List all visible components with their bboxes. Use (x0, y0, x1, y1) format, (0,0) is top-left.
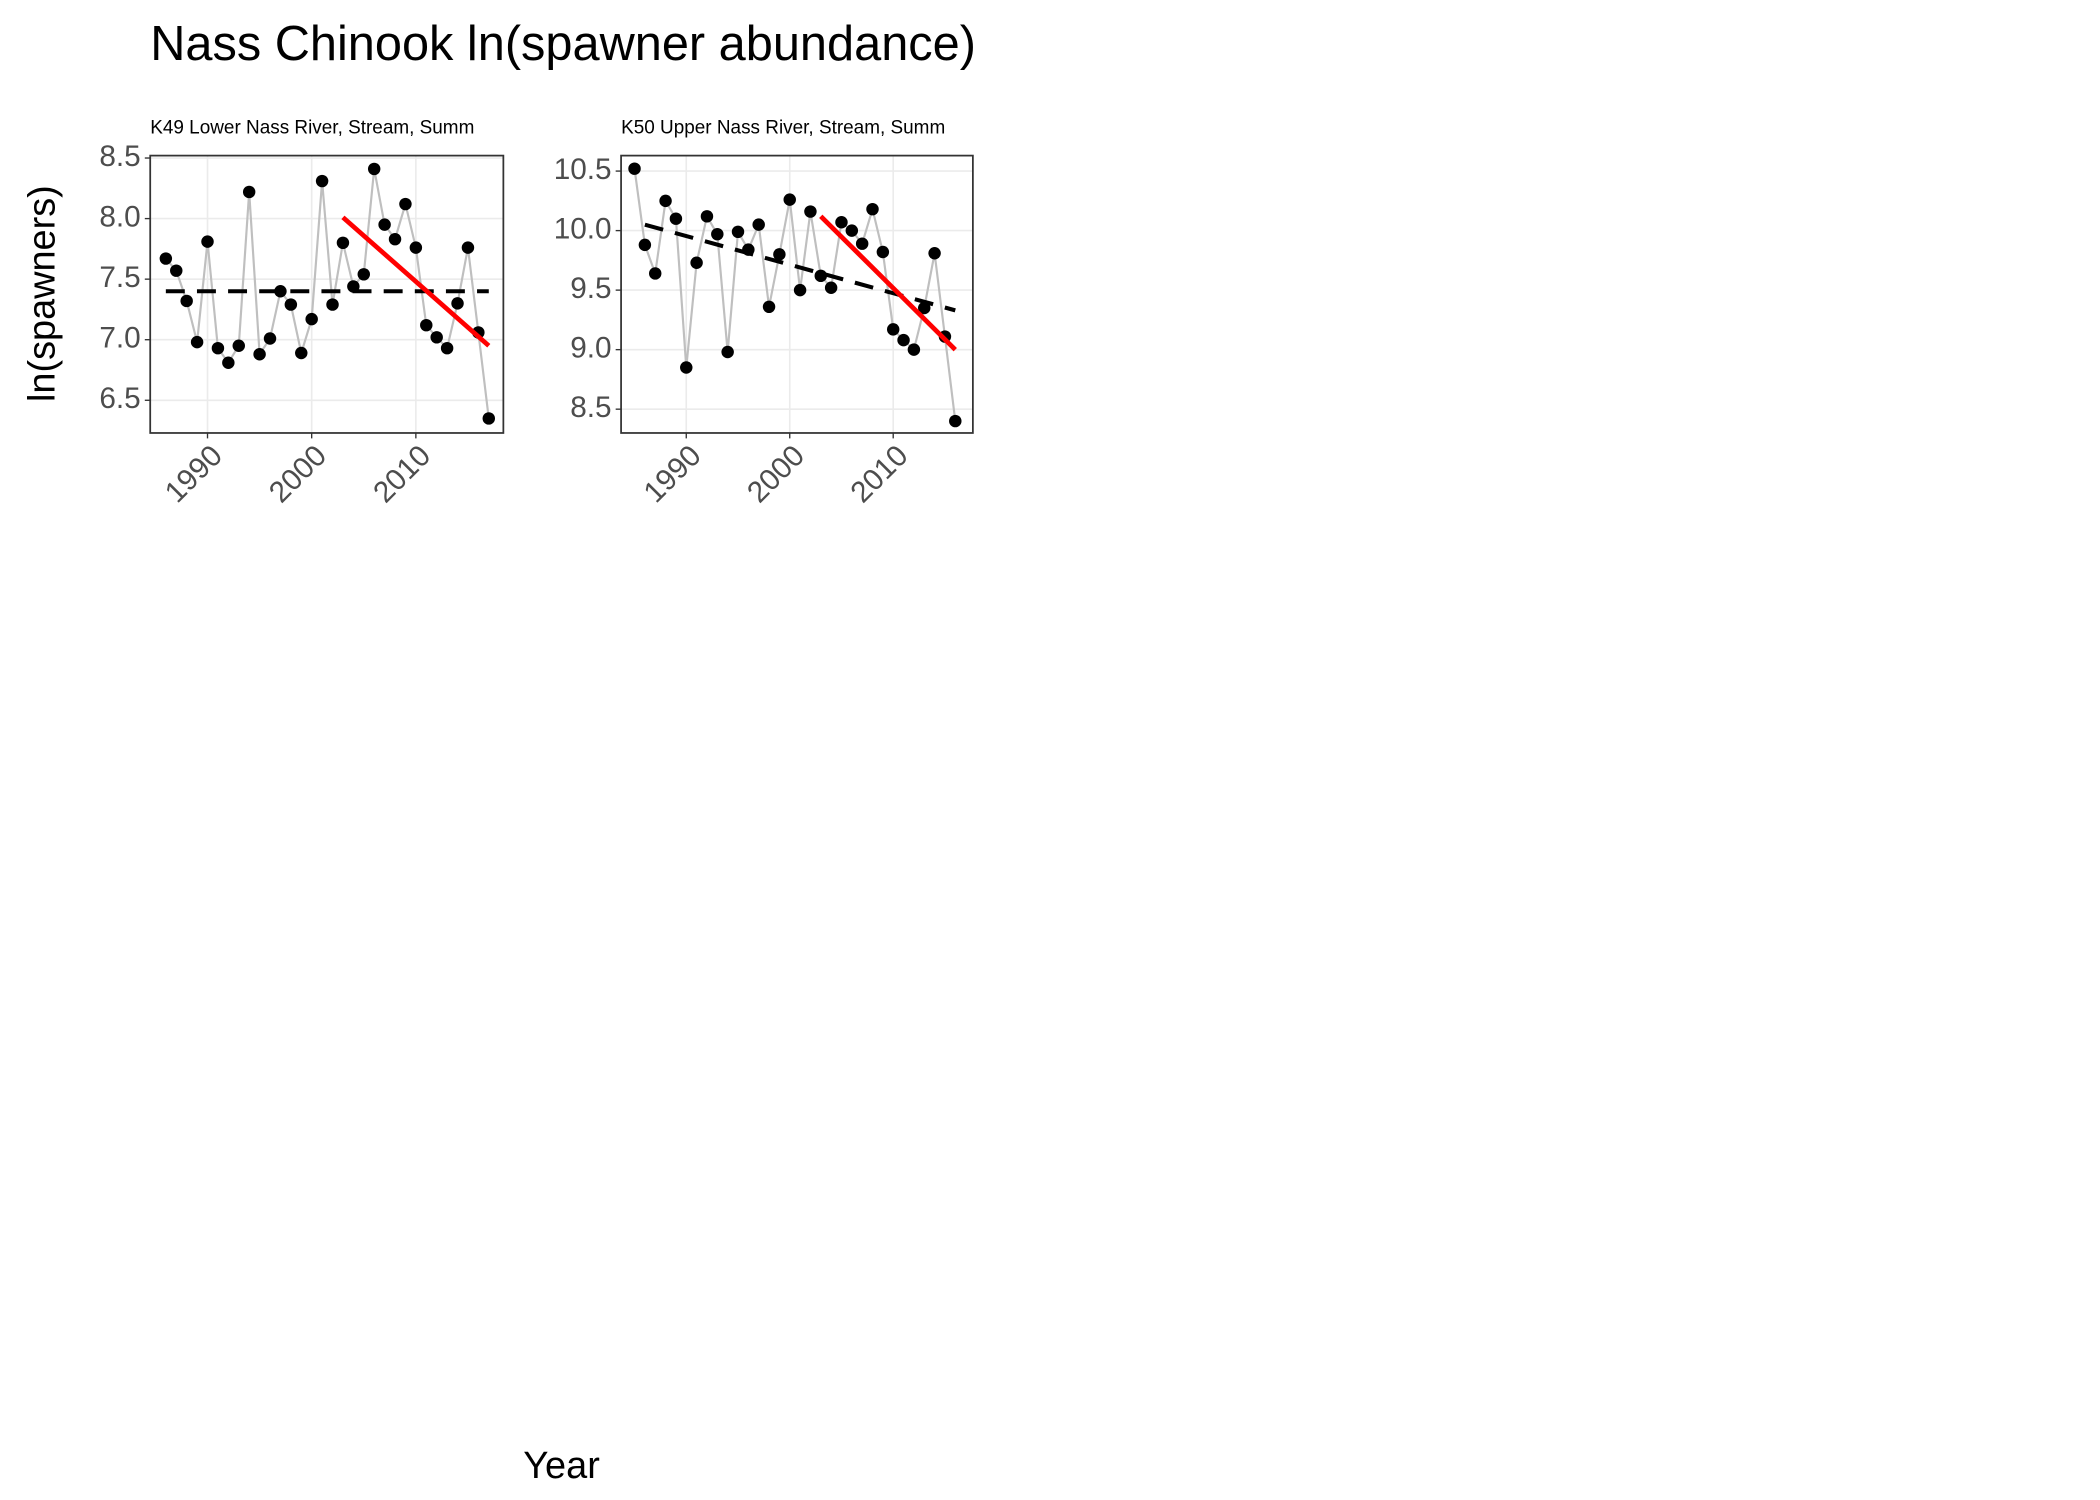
data-point (824, 281, 838, 294)
data-point (855, 237, 869, 250)
x-tick-label: 1990 (159, 439, 229, 509)
data-point (180, 294, 193, 308)
x-tick-label: 2010 (844, 439, 914, 509)
data-point (700, 210, 714, 223)
chart-title: Nass Chinook ln(spawner abundance) (150, 17, 976, 71)
data-point (461, 241, 475, 254)
data-point (793, 283, 807, 297)
x-tick-label: 1990 (637, 439, 707, 509)
y-tick-label: 8.5 (570, 391, 611, 424)
y-tick-label: 8.5 (99, 140, 140, 173)
data-point (211, 341, 225, 355)
panel-title: K50 Upper Nass River, Stream, Summ (621, 118, 945, 139)
data-point (897, 333, 910, 347)
data-point (305, 312, 318, 326)
data-point (378, 218, 391, 231)
data-point (222, 356, 235, 369)
y-tick-label: 10.5 (554, 153, 612, 186)
trend-line (341, 215, 491, 348)
y-tick-label: 9.5 (570, 272, 611, 305)
data-point (315, 174, 329, 188)
data-point (170, 264, 183, 277)
data-point (762, 300, 776, 314)
data-point (336, 236, 350, 250)
data-point (886, 323, 900, 336)
data-point (367, 162, 381, 176)
data-point (731, 225, 745, 239)
x-tick-label: 2000 (741, 439, 811, 509)
data-point (773, 248, 786, 261)
data-point (263, 332, 277, 345)
data-point (628, 162, 641, 175)
data-point (907, 343, 921, 356)
data-point (949, 414, 962, 428)
data-point (783, 193, 796, 206)
data-point (357, 268, 370, 281)
data-point (659, 194, 672, 208)
panel: K50 Upper Nass River, Stream, Summ 8.5 9.0… (554, 118, 974, 509)
data-point (804, 205, 817, 218)
data-point (440, 341, 454, 355)
data-point (845, 224, 859, 237)
data-point (711, 227, 724, 241)
data-point (430, 331, 443, 344)
data-point (814, 269, 828, 283)
y-tick-label: 9.0 (570, 332, 611, 365)
trend-line (819, 214, 957, 352)
data-point (159, 252, 173, 265)
data-point (752, 218, 765, 231)
data-point (866, 202, 879, 216)
data-point (669, 212, 683, 225)
plot-border (149, 154, 505, 434)
data-point (326, 298, 339, 311)
trend-line (644, 222, 956, 313)
data-point (918, 301, 931, 315)
data-point (721, 345, 734, 359)
plot-border (620, 154, 974, 434)
x-tick-label: 2010 (367, 439, 437, 509)
data-point (876, 245, 890, 259)
y-tick-label: 10.0 (554, 212, 612, 245)
y-tick-label: 7.5 (99, 261, 140, 294)
data-point (690, 256, 703, 269)
data-point (232, 339, 245, 352)
data-point (649, 267, 662, 280)
data-point (388, 232, 402, 246)
data-point (190, 335, 204, 349)
data-point (680, 361, 693, 374)
data-point (399, 197, 412, 211)
data-point (409, 241, 423, 254)
data-point (201, 235, 214, 248)
data-point (420, 318, 433, 332)
y-tick-label: 8.0 (99, 200, 140, 233)
y-axis-label: ln(spawners) (22, 185, 64, 402)
x-axis-label: Year (523, 1445, 600, 1487)
data-point (295, 346, 308, 360)
data-point (835, 216, 848, 229)
y-tick-label: 7.0 (99, 322, 140, 355)
data-point (451, 297, 464, 310)
panel: K49 Lower Nass River, Stream, Summ 6.5 7.0… (99, 118, 505, 509)
data-point (928, 246, 941, 260)
panels: K49 Lower Nass River, Stream, Summ 6.5 7.0… (99, 118, 974, 509)
x-tick-label: 2000 (263, 439, 333, 509)
panel-title: K49 Lower Nass River, Stream, Summ (150, 118, 474, 139)
data-point (274, 285, 287, 298)
data-point (482, 412, 496, 425)
data-point (638, 238, 652, 252)
data-point (284, 298, 298, 311)
plot-background (150, 155, 504, 433)
y-tick-label: 6.5 (99, 382, 140, 415)
data-point (253, 348, 266, 361)
data-point (242, 185, 256, 199)
